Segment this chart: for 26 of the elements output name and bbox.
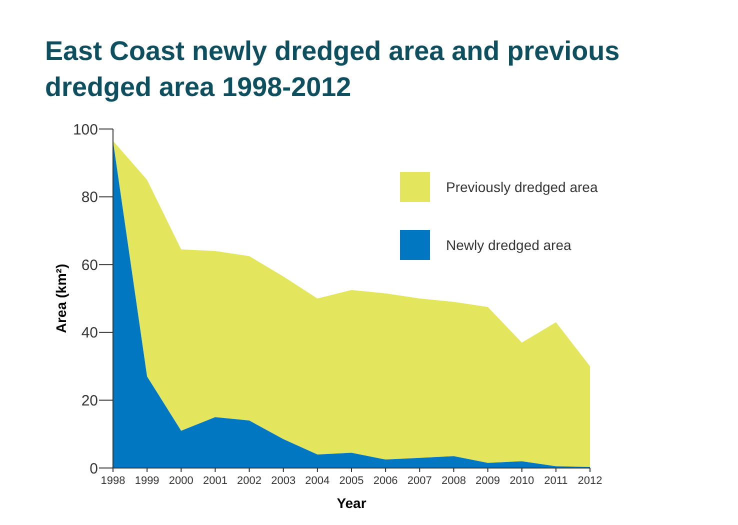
y-tick-label: 80 xyxy=(81,189,98,206)
x-tick-label: 2010 xyxy=(510,475,534,487)
x-tick-label: 2001 xyxy=(202,475,228,487)
y-tick-label: 100 xyxy=(72,121,98,138)
x-tick-label: 2003 xyxy=(271,475,296,487)
x-tick-label: 1999 xyxy=(134,475,160,487)
x-tick-label: 2007 xyxy=(407,475,432,487)
y-tick-label: 40 xyxy=(81,324,98,342)
x-tick-label: 2006 xyxy=(373,475,398,487)
x-tick-label: 2005 xyxy=(339,475,364,487)
y-tick-label: 20 xyxy=(81,392,98,410)
y-tick-label: 60 xyxy=(81,256,98,274)
x-tick-label: 1998 xyxy=(100,475,126,487)
y-axis-title: Area (km²) xyxy=(53,264,69,334)
chart-title: East Coast newly dredged area and previous dredged area 1998-2012 xyxy=(45,36,620,102)
x-tick-label: 2000 xyxy=(168,475,194,487)
x-tick-label: 2008 xyxy=(441,475,466,487)
legend-label: Newly dredged area xyxy=(446,236,572,253)
x-tick-label: 2002 xyxy=(237,475,262,487)
x-tick-label: 2009 xyxy=(476,475,500,487)
y-tick-label: 0 xyxy=(90,460,98,478)
x-tick-label: 2012 xyxy=(578,475,602,487)
x-tick-label: 2004 xyxy=(305,475,330,487)
legend-label: Previously dredged area xyxy=(446,178,598,195)
x-axis-title: Year xyxy=(336,495,367,511)
x-tick-label: 2011 xyxy=(544,475,568,487)
